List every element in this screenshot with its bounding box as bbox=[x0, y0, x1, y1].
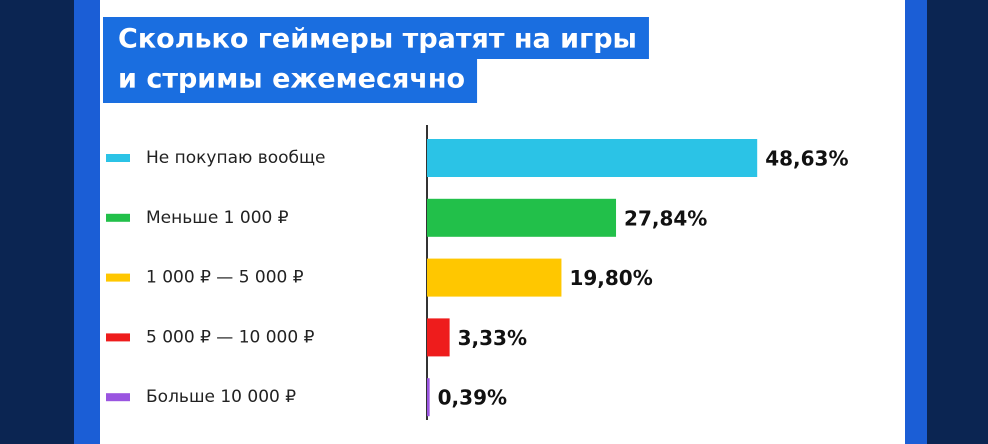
category-label: 5 000 ₽ — 10 000 ₽ bbox=[146, 327, 315, 347]
side-stripe bbox=[905, 0, 927, 444]
legend-swatch bbox=[106, 393, 130, 402]
value-label: 0,39% bbox=[438, 386, 507, 410]
category-label: Больше 10 000 ₽ bbox=[146, 387, 296, 407]
bar bbox=[427, 198, 617, 237]
bar bbox=[427, 318, 450, 357]
legend-swatch bbox=[106, 273, 130, 282]
value-label: 19,80% bbox=[569, 266, 652, 290]
category-label: Меньше 1 000 ₽ bbox=[146, 208, 289, 228]
title-background bbox=[103, 57, 478, 103]
category-label: Не покупаю вообще bbox=[146, 148, 326, 168]
category-label: 1 000 ₽ — 5 000 ₽ bbox=[146, 268, 304, 288]
value-label: 48,63% bbox=[765, 147, 848, 171]
bar bbox=[427, 258, 562, 297]
chart-title: и стримы ежемесячно bbox=[118, 64, 465, 95]
bar bbox=[427, 139, 758, 177]
legend-swatch bbox=[106, 154, 130, 162]
bar bbox=[427, 378, 430, 417]
side-stripe bbox=[74, 0, 100, 444]
title-background bbox=[103, 17, 649, 59]
legend-swatch bbox=[106, 333, 130, 342]
chart-title: Сколько геймеры тратят на игры bbox=[118, 24, 637, 55]
value-label: 3,33% bbox=[458, 326, 527, 350]
value-label: 27,84% bbox=[624, 206, 707, 230]
legend-swatch bbox=[106, 213, 130, 222]
